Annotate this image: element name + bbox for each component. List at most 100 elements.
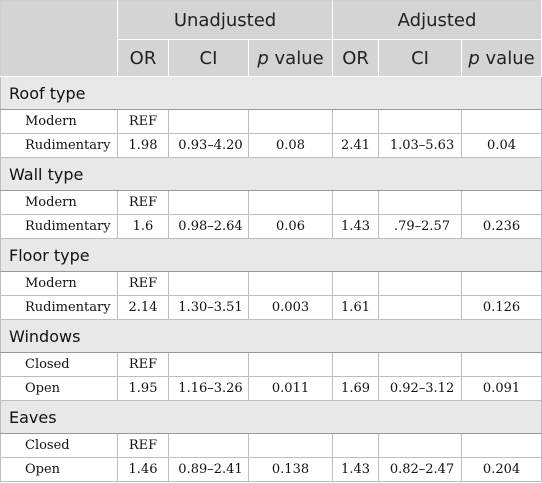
row-label: Modern	[0, 271, 118, 296]
unadjusted-p-value-cell	[247, 433, 334, 458]
row-label: Open	[0, 457, 118, 482]
section-title: Eaves	[0, 400, 542, 434]
unadjusted-or-cell: 2.14	[117, 295, 169, 320]
unadjusted-or-cell: 1.46	[117, 457, 169, 482]
section-title: Floor type	[0, 238, 542, 272]
unadjusted-p-value-cell: 0.138	[247, 457, 334, 482]
unadjusted-ci-cell: 0.89–2.41	[168, 457, 249, 482]
unadjusted-or-cell: REF	[117, 271, 169, 296]
table-row: Open 1.46 0.89–2.41 0.138 1.43 0.82–2.47 0.204	[0, 457, 542, 482]
unadjusted-or-cell: REF	[117, 352, 169, 377]
table-row: Closed REF	[0, 352, 542, 377]
unadjusted-ci-cell: 1.16–3.26	[168, 376, 249, 401]
adjusted-ci-cell	[378, 190, 463, 215]
row-label: Closed	[0, 433, 118, 458]
col-unadjusted-p-value: p value	[247, 39, 334, 77]
row-label: Modern	[0, 109, 118, 134]
adjusted-ci-cell: 0.92–3.12	[378, 376, 463, 401]
section-header-row: Wall type	[0, 157, 542, 191]
adjusted-or-cell	[332, 433, 380, 458]
adjusted-ci-cell	[378, 295, 463, 320]
header-corner-cell	[0, 0, 118, 77]
section-header-row: Roof type	[0, 76, 542, 110]
unadjusted-ci-cell: 1.30–3.51	[168, 295, 249, 320]
adjusted-ci-cell	[378, 109, 463, 134]
p-symbol: p	[257, 47, 269, 69]
adjusted-p-value-cell: 0.204	[461, 457, 542, 482]
adjusted-or-cell: 2.41	[332, 133, 380, 158]
row-label: Rudimentary	[0, 214, 118, 239]
p-symbol: p	[468, 47, 480, 69]
adjusted-p-value-cell	[461, 109, 542, 134]
adjusted-ci-cell: 0.82–2.47	[378, 457, 463, 482]
adjusted-ci-cell: .79–2.57	[378, 214, 463, 239]
row-label: Open	[0, 376, 118, 401]
unadjusted-or-cell: REF	[117, 109, 169, 134]
col-adjusted-ci: CI	[378, 39, 463, 77]
unadjusted-ci-cell	[168, 433, 249, 458]
adjusted-ci-cell	[378, 271, 463, 296]
adjusted-or-cell	[332, 190, 380, 215]
adjusted-ci-cell	[378, 433, 463, 458]
unadjusted-or-cell: 1.6	[117, 214, 169, 239]
section-title: Roof type	[0, 76, 542, 110]
table-row: Closed REF	[0, 433, 542, 458]
adjusted-p-value-cell: 0.236	[461, 214, 542, 239]
section-title: Windows	[0, 319, 542, 353]
col-adjusted-p-value: p value	[461, 39, 542, 77]
adjusted-or-cell: 1.43	[332, 214, 380, 239]
table-row: Modern REF	[0, 109, 542, 134]
section-title: Wall type	[0, 157, 542, 191]
adjusted-or-cell	[332, 352, 380, 377]
adjusted-ci-cell: 1.03–5.63	[378, 133, 463, 158]
unadjusted-or-cell: REF	[117, 190, 169, 215]
adjusted-p-value-cell	[461, 433, 542, 458]
row-label: Modern	[0, 190, 118, 215]
unadjusted-ci-cell	[168, 271, 249, 296]
adjusted-p-value-cell: 0.091	[461, 376, 542, 401]
unadjusted-p-value-cell	[247, 271, 334, 296]
unadjusted-ci-cell: 0.98–2.64	[168, 214, 249, 239]
section-header-row: Floor type	[0, 238, 542, 272]
adjusted-p-value-cell: 0.04	[461, 133, 542, 158]
header-adjusted: Adjusted	[332, 0, 542, 40]
col-unadjusted-ci: CI	[168, 39, 249, 77]
adjusted-or-cell: 1.43	[332, 457, 380, 482]
header-column-row: OR CI p value OR CI p value	[0, 39, 542, 77]
unadjusted-or-cell: 1.95	[117, 376, 169, 401]
value-word: value	[485, 47, 535, 69]
table-body: Roof type Modern REF Rudimentary 1.98 0.93–4.…	[0, 76, 542, 482]
section-header-row: Eaves	[0, 400, 542, 434]
table-row: Rudimentary 1.98 0.93–4.20 0.08 2.41 1.03–5.6…	[0, 133, 542, 158]
header-unadjusted: Unadjusted	[116, 0, 334, 40]
col-adjusted-or: OR	[332, 39, 380, 77]
unadjusted-or-cell: REF	[117, 433, 169, 458]
adjusted-or-cell: 1.61	[332, 295, 380, 320]
table-row: Modern REF	[0, 190, 542, 215]
adjusted-p-value-cell: 0.126	[461, 295, 542, 320]
unadjusted-p-value-cell: 0.08	[247, 133, 334, 158]
adjusted-or-cell: 1.69	[332, 376, 380, 401]
value-word: value	[274, 47, 324, 69]
unadjusted-ci-cell	[168, 190, 249, 215]
row-label: Rudimentary	[0, 133, 118, 158]
unadjusted-ci-cell	[168, 352, 249, 377]
adjusted-p-value-cell	[461, 352, 542, 377]
unadjusted-ci-cell	[168, 109, 249, 134]
adjusted-or-cell	[332, 271, 380, 296]
unadjusted-p-value-cell	[247, 190, 334, 215]
adjusted-or-cell	[332, 109, 380, 134]
unadjusted-ci-cell: 0.93–4.20	[168, 133, 249, 158]
unadjusted-p-value-cell: 0.003	[247, 295, 334, 320]
row-label: Closed	[0, 352, 118, 377]
adjusted-p-value-cell	[461, 271, 542, 296]
adjusted-ci-cell	[378, 352, 463, 377]
unadjusted-p-value-cell: 0.06	[247, 214, 334, 239]
table-row: Rudimentary 1.6 0.98–2.64 0.06 1.43.79–2.57 0…	[0, 214, 542, 239]
row-label: Rudimentary	[0, 295, 118, 320]
unadjusted-p-value-cell: 0.011	[247, 376, 334, 401]
col-unadjusted-or: OR	[117, 39, 169, 77]
header-group-row: Unadjusted Adjusted	[0, 0, 542, 77]
adjusted-p-value-cell	[461, 190, 542, 215]
